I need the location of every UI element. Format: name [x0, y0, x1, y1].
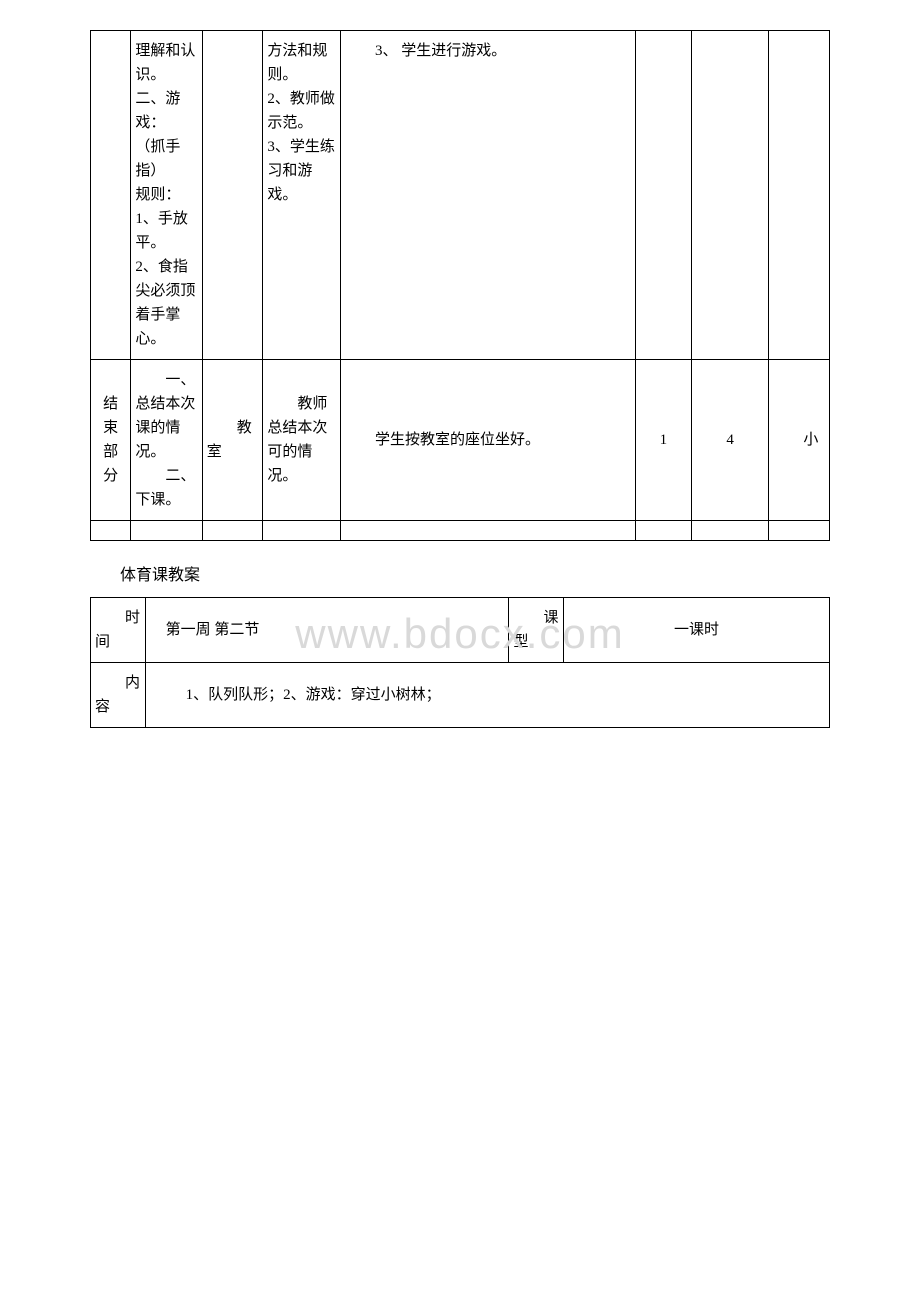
text-block: 2、食指尖必须顶着手掌心。 [135, 235, 199, 347]
cell-section-label [91, 31, 131, 360]
cell-number: 1 [635, 360, 691, 521]
cell-label: 课型 [509, 598, 564, 663]
cell-content: 第一周 第二节 [145, 598, 509, 663]
cell-content: 教师总结本次可的情况。 [263, 360, 341, 521]
cell-content: 理解和认识。 二、游戏： （抓手指） 规则： 1、手放平。 2、食指尖必须顶着手… [131, 31, 202, 360]
char: 分 [95, 464, 126, 488]
cell-content: 1、队列队形；2、游戏：穿过小树林； [145, 663, 829, 728]
cell-content [635, 31, 691, 360]
char: 束 [95, 416, 126, 440]
lesson-table-2: 时间 第一周 第二节 课型 一课时 内容 1、队列队形；2、游戏：穿过小树林； [90, 597, 830, 728]
cell-content: 一课时 [564, 598, 830, 663]
cell-content: 方法和规则。 2、教师做示范。 3、学生练习和游戏。 [263, 31, 341, 360]
cell-content: 一、总结本次课的情况。 二、下课。 [131, 360, 202, 521]
section-title: 体育课教案 [120, 561, 830, 585]
table-row [91, 521, 830, 541]
cell-content: 教室 [202, 360, 263, 521]
cell-empty [769, 521, 830, 541]
cell-label: 内容 [91, 663, 146, 728]
cell-label: 时间 [91, 598, 146, 663]
cell-empty [340, 521, 635, 541]
cell-empty [263, 521, 341, 541]
table-row: 时间 第一周 第二节 课型 一课时 [91, 598, 830, 663]
char: 结 [95, 392, 126, 416]
cell-content: 学生按教室的座位坐好。 [340, 360, 635, 521]
char: 部 [95, 440, 126, 464]
lesson-table-1: 理解和认识。 二、游戏： （抓手指） 规则： 1、手放平。 2、食指尖必须顶着手… [90, 30, 830, 541]
cell-empty [131, 521, 202, 541]
cell-content [691, 31, 769, 360]
cell-section-label: 结 束 部 分 [91, 360, 131, 521]
cell-content: 小 [769, 360, 830, 521]
cell-content: 3、 学生进行游戏。 [340, 31, 635, 360]
table-row: 理解和认识。 二、游戏： （抓手指） 规则： 1、手放平。 2、食指尖必须顶着手… [91, 31, 830, 360]
cell-content [769, 31, 830, 360]
cell-empty [635, 521, 691, 541]
table-row: 结 束 部 分 一、总结本次课的情况。 二、下课。 教室 教师总结本次可的情况。… [91, 360, 830, 521]
cell-empty [91, 521, 131, 541]
cell-empty [691, 521, 769, 541]
table-row: 内容 1、队列队形；2、游戏：穿过小树林； [91, 663, 830, 728]
cell-number: 4 [691, 360, 769, 521]
cell-empty [202, 521, 263, 541]
